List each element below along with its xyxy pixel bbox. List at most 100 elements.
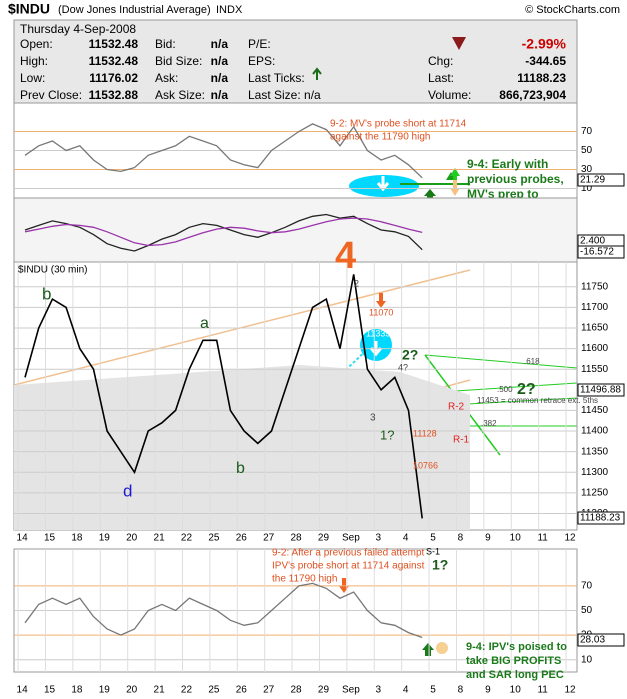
annotation: against the 11790 high xyxy=(330,132,430,143)
annotation: 2.400 xyxy=(580,236,605,247)
annotation: 1? xyxy=(432,557,448,573)
x-tick-label: 14 xyxy=(17,685,29,696)
y-tick-label: 11600 xyxy=(581,343,609,354)
x-tick-label: 12 xyxy=(564,685,576,696)
quote-cell: Low: xyxy=(20,71,45,85)
quote-cell: Last Ticks: xyxy=(248,71,305,85)
annotation: 21.29 xyxy=(580,175,605,186)
quote-cell: n/a xyxy=(211,88,229,102)
quote-cell: -344.65 xyxy=(525,54,566,68)
value-box xyxy=(577,245,625,259)
x-tick-label: Sep xyxy=(342,533,360,544)
chart-title: $INDU (30 min) xyxy=(18,265,87,276)
quote-cell: Open: xyxy=(20,37,53,51)
annotation: R-2 xyxy=(448,402,465,413)
x-tick-label: 3 xyxy=(375,685,381,696)
annotation: R-1 xyxy=(453,435,470,446)
series-line xyxy=(24,123,423,179)
x-tick-label: 8 xyxy=(458,533,464,544)
quote-cell: Last Size: n/a xyxy=(248,88,321,102)
quote-cell: P/E: xyxy=(248,37,271,51)
annotation: previous probes, xyxy=(467,172,564,186)
x-tick-label: 14 xyxy=(17,533,29,544)
arrow xyxy=(376,293,386,308)
value-box xyxy=(577,383,625,397)
date: Thursday 4-Sep-2008 xyxy=(20,22,136,36)
x-tick-label: 20 xyxy=(126,685,138,696)
y-tick-label: 11300 xyxy=(581,467,609,478)
x-tick-label: 5 xyxy=(430,685,436,696)
x-tick-label: 4 xyxy=(403,533,409,544)
annotation: and SAR long PEC xyxy=(466,669,564,681)
x-tick-label: 25 xyxy=(208,685,220,696)
x-tick-label: 5 xyxy=(430,533,436,544)
annotation: 11496.88 xyxy=(580,385,621,396)
annotation: 9-2: After a previous failed attempt xyxy=(272,548,425,559)
x-tick-label: 11 xyxy=(537,533,548,544)
annotation: d xyxy=(123,481,132,500)
x-tick-label: 29 xyxy=(318,533,330,544)
x-tick-label: 26 xyxy=(236,533,248,544)
annotation: b xyxy=(236,460,245,477)
y-tick-label: 50 xyxy=(581,605,593,616)
x-tick-label: 9 xyxy=(485,685,491,696)
x-tick-label: 18 xyxy=(71,533,83,544)
y-tick-label: 70 xyxy=(581,581,593,592)
annotation: 9-4: IPV's poised to xyxy=(466,641,567,653)
x-tick-label: 4 xyxy=(403,685,409,696)
quote-panel xyxy=(13,19,578,104)
y-tick-label: 11350 xyxy=(581,446,609,457)
annotation: 11070 xyxy=(369,307,393,317)
annotation: 9-2: MV's probe short at 11714 xyxy=(330,119,467,130)
quote-cell: n/a xyxy=(211,37,229,51)
quote-cell: 11188.23 xyxy=(517,71,566,85)
x-tick-label: 10 xyxy=(510,685,522,696)
quote-cell: High: xyxy=(20,54,48,68)
x-tick-label: 18 xyxy=(71,685,83,696)
annotation: -16.572 xyxy=(580,247,614,258)
quote-cell: 11532.48 xyxy=(89,37,139,51)
quote-cell: 11532.88 xyxy=(89,88,139,102)
symbol-name: (Dow Jones Industrial Average) xyxy=(58,4,211,16)
annotation: 1? xyxy=(380,427,394,442)
fib-line xyxy=(424,354,578,427)
x-tick-label: 21 xyxy=(154,533,166,544)
y-tick-label: 10 xyxy=(581,654,593,665)
quote-cell: Last: xyxy=(428,71,454,85)
series-line xyxy=(24,217,423,247)
y-tick-label: 11650 xyxy=(581,323,609,334)
annotation: .618 xyxy=(524,357,540,366)
y-tick-label: 11400 xyxy=(581,426,609,437)
y-tick-label: 11750 xyxy=(581,281,609,292)
y-tick-label: 11550 xyxy=(581,364,609,375)
x-tick-label: 19 xyxy=(99,685,111,696)
x-tick-label: 19 xyxy=(99,533,111,544)
x-tick-label: 9 xyxy=(485,533,491,544)
series-line xyxy=(24,582,423,639)
symbol: $INDU xyxy=(8,1,50,17)
y-tick-label: 11700 xyxy=(581,302,609,313)
quote-cell: n/a xyxy=(211,54,229,68)
annotation: 11335 xyxy=(366,328,390,338)
quote-cell: 11176.02 xyxy=(89,71,138,85)
arrow xyxy=(422,643,434,656)
annotation: .382 xyxy=(481,419,497,428)
x-tick-label: 21 xyxy=(154,685,166,696)
x-tick-label: 3 xyxy=(375,533,381,544)
quote-cell: 11532.48 xyxy=(89,54,139,68)
y-tick-label: 11250 xyxy=(581,488,609,499)
annotation: 9-4: Early with xyxy=(467,157,548,171)
y-tick-label: 70 xyxy=(581,126,593,137)
quote-cell: Bid: xyxy=(155,37,176,51)
annotation: take BIG PROFITS xyxy=(466,655,561,667)
quote-cell: n/a xyxy=(211,71,229,85)
quote-cell: Bid Size: xyxy=(155,54,202,68)
quote-cell: Prev Close: xyxy=(20,88,82,102)
quote-cell: Ask Size: xyxy=(155,88,205,102)
annotation: 4? xyxy=(398,362,408,372)
value-box xyxy=(577,633,625,647)
annotation: 11128 xyxy=(413,428,437,438)
annotation: 2 xyxy=(354,278,359,288)
annotation: 10766 xyxy=(413,460,438,470)
